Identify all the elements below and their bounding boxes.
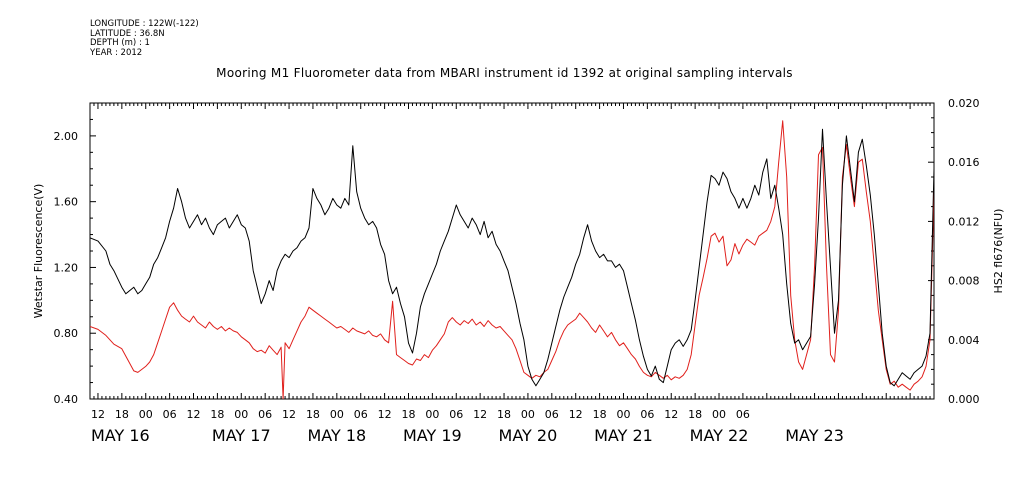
x-date-label: MAY 16 [91, 426, 150, 445]
x-hour-tick-label: 18 [401, 408, 415, 421]
y-left-tick-label: 0.40 [54, 393, 79, 406]
y-left-tick-label: 1.20 [54, 261, 79, 274]
x-hour-tick-label: 12 [569, 408, 583, 421]
x-hour-tick-label: 18 [306, 408, 320, 421]
x-hour-tick-label: 12 [282, 408, 296, 421]
x-hour-tick-label: 18 [210, 408, 224, 421]
x-date-label: MAY 22 [690, 426, 749, 445]
y-left-axis-title: Wetstar Fluorescence(V) [32, 184, 45, 319]
y-left-tick-label: 0.80 [54, 327, 79, 340]
x-hour-tick-label: 06 [163, 408, 177, 421]
x-hour-tick-label: 06 [545, 408, 559, 421]
metadata-block: LONGITUDE : 122W(-122) LATITUDE : 36.8N … [90, 19, 199, 58]
x-hour-tick-label: 00 [139, 408, 153, 421]
x-hour-tick-label: 12 [187, 408, 201, 421]
x-hour-tick-label: 18 [688, 408, 702, 421]
x-date-label: MAY 21 [594, 426, 653, 445]
y-right-tick-label: 0.004 [948, 334, 980, 347]
x-hour-tick-label: 12 [473, 408, 487, 421]
x-hour-tick-label: 12 [378, 408, 392, 421]
x-date-label: MAY 18 [307, 426, 366, 445]
plot-frame [89, 102, 935, 400]
x-hour-tick-label: 12 [664, 408, 678, 421]
y-left-tick-label: 2.00 [54, 130, 79, 143]
y-right-tick-label: 0.008 [948, 275, 980, 288]
x-date-label: MAY 23 [785, 426, 844, 445]
x-hour-tick-label: 06 [640, 408, 654, 421]
x-hour-tick-label: 06 [736, 408, 750, 421]
y-left-tick-label: 1.60 [54, 196, 79, 209]
series-line-wetstar [90, 128, 934, 387]
x-hour-tick-label: 18 [115, 408, 129, 421]
y-right-tick-label: 0.020 [948, 97, 980, 110]
x-hour-tick-label: 00 [234, 408, 248, 421]
x-date-label: MAY 19 [403, 426, 462, 445]
y-right-axis-title: HS2 fl676(NFU) [992, 209, 1005, 294]
y-right-tick-label: 0.016 [948, 156, 980, 169]
series-line-hs2 [90, 120, 934, 399]
x-hour-tick-label: 06 [258, 408, 272, 421]
x-hour-tick-label: 00 [521, 408, 535, 421]
x-hour-tick-label: 18 [497, 408, 511, 421]
y-right-tick-label: 0.012 [948, 215, 980, 228]
x-hour-tick-label: 00 [330, 408, 344, 421]
x-hour-tick-label: 00 [425, 408, 439, 421]
x-hour-tick-label: 06 [354, 408, 368, 421]
x-date-label: MAY 17 [212, 426, 271, 445]
x-hour-tick-label: 00 [712, 408, 726, 421]
longitude-label: LONGITUDE : 122W(-122) [90, 19, 199, 29]
x-hour-tick-label: 18 [593, 408, 607, 421]
latitude-label: LATITUDE : 36.8N [90, 28, 165, 39]
x-hour-tick-label: 12 [91, 408, 105, 421]
depth-label: DEPTH (m) : 1 [90, 38, 150, 49]
x-hour-tick-label: 00 [616, 408, 630, 421]
y-right-tick-label: 0.000 [948, 393, 980, 406]
x-date-label: MAY 20 [499, 426, 558, 445]
year-label: YEAR : 2012 [90, 47, 143, 58]
x-hour-tick-label: 06 [449, 408, 463, 421]
chart-title: Mooring M1 Fluorometer data from MBARI i… [216, 66, 793, 80]
